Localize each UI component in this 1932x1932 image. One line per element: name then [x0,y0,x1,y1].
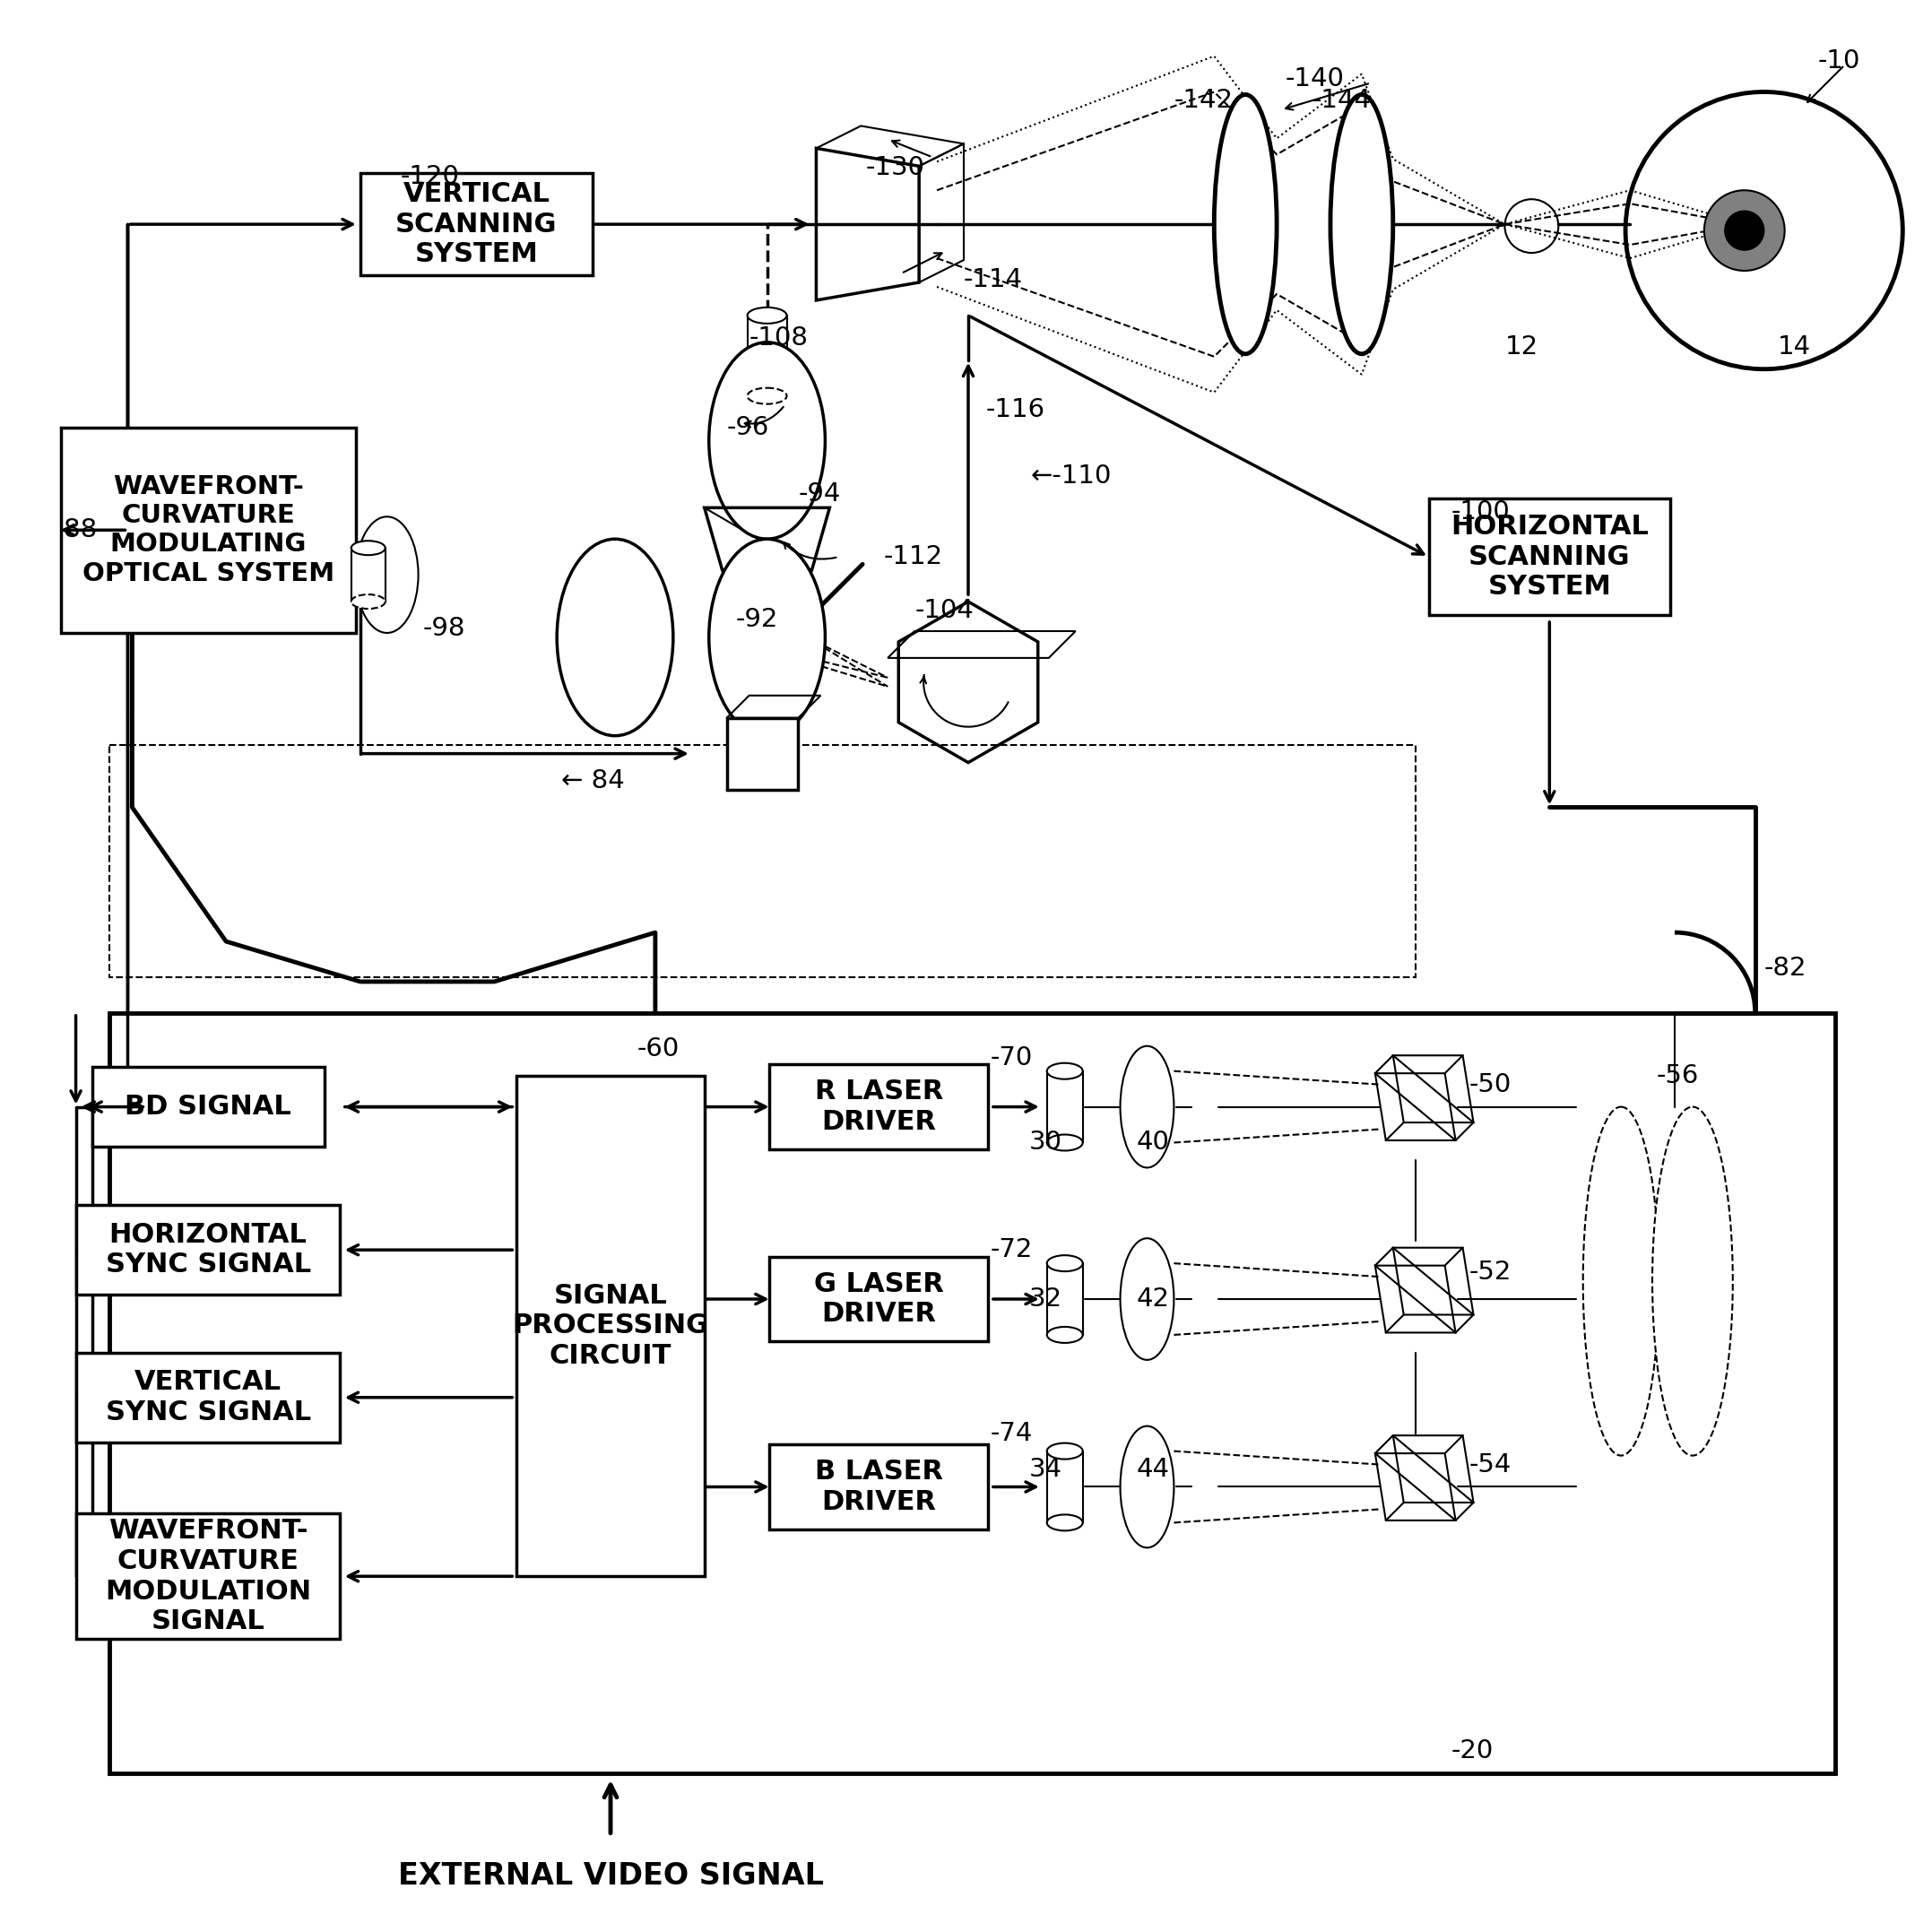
Text: -10: -10 [1818,48,1861,73]
Text: -98: -98 [423,616,466,641]
Ellipse shape [1047,1327,1082,1343]
Text: G LASER
DRIVER: G LASER DRIVER [813,1271,943,1327]
Text: -130: -130 [866,155,925,180]
Text: R LASER
DRIVER: R LASER DRIVER [815,1078,943,1134]
Text: -56: -56 [1658,1063,1700,1088]
Text: 12: 12 [1505,334,1538,359]
Text: B LASER
DRIVER: B LASER DRIVER [815,1459,943,1515]
Bar [726,719,798,790]
Bar [352,549,384,601]
Text: HORIZONTAL
SYNC SIGNAL: HORIZONTAL SYNC SIGNAL [106,1221,311,1277]
Bar [1047,1070,1082,1142]
Ellipse shape [1331,95,1393,354]
Text: ← 84: ← 84 [560,767,624,792]
Text: 32: 32 [1030,1287,1063,1312]
Text: -112: -112 [883,545,943,570]
Bar [1047,1264,1082,1335]
Text: 34: 34 [1030,1457,1063,1482]
Bar [93,1066,325,1148]
Text: HORIZONTAL
SCANNING
SYSTEM: HORIZONTAL SCANNING SYSTEM [1451,514,1648,601]
Ellipse shape [556,539,672,736]
Text: -52: -52 [1468,1260,1511,1285]
Text: -60: -60 [638,1036,680,1061]
Text: VERTICAL
SYNC SIGNAL: VERTICAL SYNC SIGNAL [106,1370,311,1426]
Text: 40: 40 [1136,1130,1169,1155]
Bar [60,427,355,634]
Text: 14: 14 [1777,334,1810,359]
Ellipse shape [1047,1515,1082,1530]
Ellipse shape [352,595,384,609]
Text: -70: -70 [991,1045,1034,1070]
Text: -82: -82 [1764,956,1806,981]
Text: -120: -120 [400,164,460,189]
Text: -108: -108 [750,325,808,350]
Text: VERTICAL
SCANNING
SYSTEM: VERTICAL SCANNING SYSTEM [396,182,556,267]
Text: -20: -20 [1451,1739,1493,1764]
Text: -144: -144 [1312,89,1372,114]
Text: SIGNAL
PROCESSING
CIRCUIT: SIGNAL PROCESSING CIRCUIT [512,1283,709,1370]
Ellipse shape [709,342,825,539]
Text: -54: -54 [1468,1453,1511,1478]
Text: -50: -50 [1468,1072,1511,1097]
Text: WAVEFRONT-
CURVATURE
MODULATION
SIGNAL: WAVEFRONT- CURVATURE MODULATION SIGNAL [104,1519,311,1634]
Ellipse shape [1047,1256,1082,1271]
Text: -94: -94 [798,481,840,506]
Bar [75,1352,340,1441]
Ellipse shape [1582,1107,1660,1455]
Ellipse shape [709,539,825,736]
Bar [110,744,1416,978]
Ellipse shape [1121,1238,1175,1360]
Text: -72: -72 [991,1236,1034,1262]
Ellipse shape [1047,1134,1082,1151]
Ellipse shape [355,516,419,634]
Bar [748,315,786,396]
Text: -142: -142 [1175,89,1233,114]
Ellipse shape [1047,1443,1082,1459]
Circle shape [1704,189,1785,270]
Text: -104: -104 [914,599,974,624]
Bar [75,1513,340,1638]
Text: -92: -92 [736,607,779,632]
Bar [1430,498,1669,614]
Text: WAVEFRONT-
CURVATURE
MODULATING
OPTICAL SYSTEM: WAVEFRONT- CURVATURE MODULATING OPTICAL … [81,473,334,585]
Text: -140: -140 [1285,66,1345,91]
Ellipse shape [352,541,384,554]
Bar [769,1256,989,1341]
Text: 30: 30 [1030,1130,1063,1155]
Ellipse shape [1121,1426,1175,1548]
Bar [769,1065,989,1150]
Text: -116: -116 [985,396,1045,421]
Text: EXTERNAL VIDEO SIGNAL: EXTERNAL VIDEO SIGNAL [398,1861,823,1891]
Circle shape [1725,211,1764,249]
Text: 88: 88 [64,518,97,543]
Text: -74: -74 [991,1420,1034,1445]
Text: 44: 44 [1136,1457,1169,1482]
Bar [75,1206,340,1294]
Ellipse shape [1213,95,1277,354]
Text: -100: -100 [1451,500,1511,526]
Ellipse shape [748,388,786,404]
Ellipse shape [1652,1107,1733,1455]
Text: -114: -114 [964,267,1024,292]
Text: ←-110: ←-110 [1032,464,1111,489]
Ellipse shape [1121,1045,1175,1167]
Ellipse shape [748,307,786,323]
Bar [516,1076,705,1577]
Bar [110,1012,1835,1774]
Text: BD SIGNAL: BD SIGNAL [126,1094,292,1121]
Text: 42: 42 [1136,1287,1169,1312]
Text: -96: -96 [726,415,769,440]
Bar [359,172,593,276]
Bar [769,1445,989,1530]
Ellipse shape [1047,1063,1082,1080]
Bar [1047,1451,1082,1522]
